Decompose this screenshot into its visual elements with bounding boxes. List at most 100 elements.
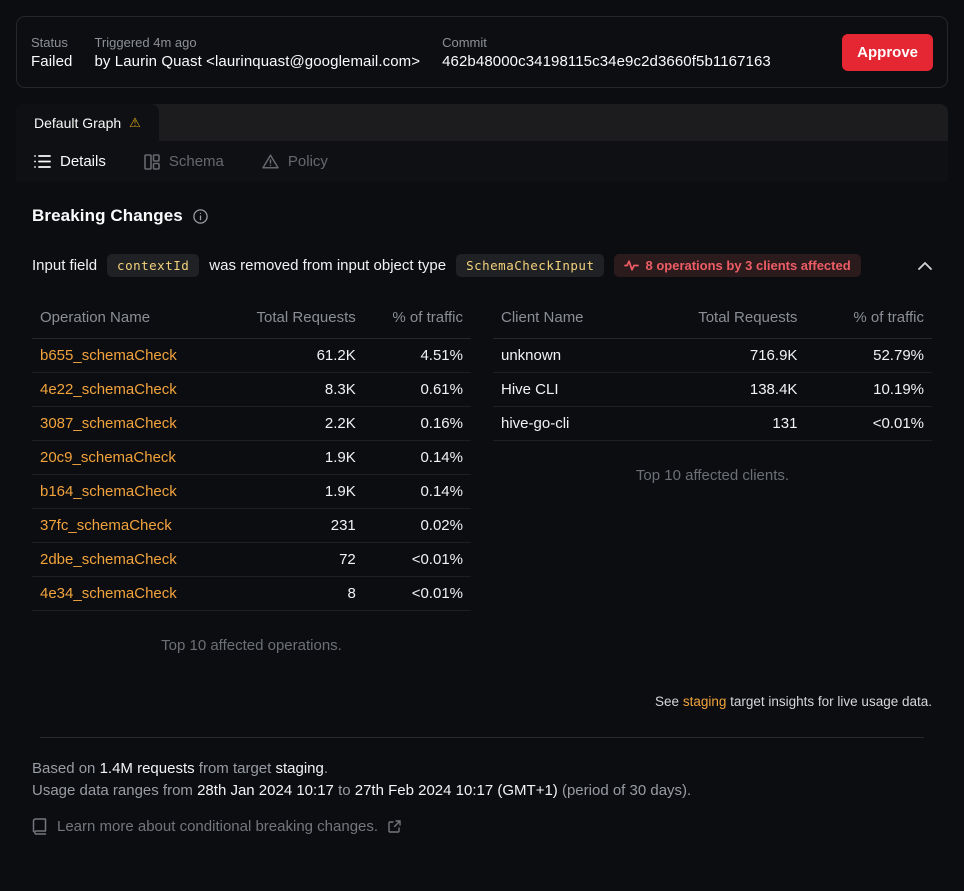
list-icon xyxy=(34,155,51,168)
tab-schema[interactable]: Schema xyxy=(144,153,224,170)
breaking-change-row[interactable]: Input field contextId was removed from i… xyxy=(32,254,932,277)
tab-policy[interactable]: Policy xyxy=(262,153,328,170)
cell-traffic: 0.61% xyxy=(363,372,471,407)
cell-client-name: unknown xyxy=(493,338,637,373)
external-link-icon xyxy=(388,819,401,833)
table-row: 4e22_schemaCheck 8.3K 0.61% xyxy=(32,372,471,407)
breaking-changes-title: Breaking Changes xyxy=(32,206,183,225)
col-operation-name: Operation Name xyxy=(32,299,222,339)
graph-tab-default[interactable]: Default Graph ⚠ xyxy=(16,104,159,141)
affected-tables: Operation Name Total Requests % of traff… xyxy=(32,299,932,654)
change-middle: was removed from input object type xyxy=(209,257,447,274)
commit-value: 462b48000c34198115c34e9c2d3660f5b1167163 xyxy=(442,52,771,70)
affected-badge-label: 8 operations by 3 clients affected xyxy=(645,258,851,273)
table-row: hive-go-cli 131 <0.01% xyxy=(493,406,932,441)
status-value: Failed xyxy=(31,52,73,70)
range-start: 28th Jan 2024 10:17 xyxy=(197,781,334,799)
table-row: 2dbe_schemaCheck 72 <0.01% xyxy=(32,542,471,577)
operations-panel: Operation Name Total Requests % of traff… xyxy=(32,299,471,654)
operation-link[interactable]: 37fc_schemaCheck xyxy=(40,517,172,534)
learn-more-label: Learn more about conditional breaking ch… xyxy=(57,817,379,835)
chevron-up-icon xyxy=(918,261,932,270)
operation-link[interactable]: 2dbe_schemaCheck xyxy=(40,551,177,568)
cell-requests: 131 xyxy=(637,406,806,441)
info-icon[interactable] xyxy=(193,208,208,224)
triggered-block: Triggered 4m ago by Laurin Quast <laurin… xyxy=(94,35,420,70)
table-row: 37fc_schemaCheck 231 0.02% xyxy=(32,508,471,543)
book-icon xyxy=(32,817,47,835)
col-total-requests: Total Requests xyxy=(637,299,806,339)
footer-divider xyxy=(40,737,924,738)
cell-traffic: 0.16% xyxy=(363,406,471,441)
collapse-toggle[interactable] xyxy=(918,261,932,270)
cell-requests: 8 xyxy=(221,576,364,611)
table-row: 3087_schemaCheck 2.2K 0.16% xyxy=(32,406,471,441)
based-prefix: Based on xyxy=(32,760,96,777)
insights-suffix: target insights for live usage data. xyxy=(730,694,932,709)
operations-table: Operation Name Total Requests % of traff… xyxy=(32,299,471,611)
cell-requests: 1.9K xyxy=(221,474,364,509)
field-code-chip[interactable]: contextId xyxy=(107,254,200,277)
cell-requests: 231 xyxy=(221,508,364,543)
graph-tabstrip: Default Graph ⚠ xyxy=(16,104,948,141)
triggered-value: by Laurin Quast <laurinquast@googlemail.… xyxy=(94,52,421,70)
clients-panel: Client Name Total Requests % of traffic … xyxy=(493,299,932,484)
tab-details[interactable]: Details xyxy=(34,153,106,170)
check-header-card: Status Failed Triggered 4m ago by Laurin… xyxy=(16,16,948,88)
change-prefix: Input field xyxy=(32,257,98,274)
operation-link[interactable]: 4e34_schemaCheck xyxy=(40,585,177,602)
cell-traffic: <0.01% xyxy=(805,406,932,441)
tab-details-label: Details xyxy=(60,153,106,170)
insights-note: See staging target insights for live usa… xyxy=(32,694,932,709)
operation-link[interactable]: b655_schemaCheck xyxy=(40,347,177,364)
operation-link[interactable]: 3087_schemaCheck xyxy=(40,415,177,432)
clients-table: Client Name Total Requests % of traffic … xyxy=(493,299,932,441)
operation-link[interactable]: b164_schemaCheck xyxy=(40,483,177,500)
cell-client-name: hive-go-cli xyxy=(493,406,637,441)
cell-traffic: 0.14% xyxy=(363,474,471,509)
cell-requests: 2.2K xyxy=(221,406,364,441)
cell-requests: 1.9K xyxy=(221,440,364,475)
cell-traffic: 0.14% xyxy=(363,440,471,475)
graph-tab-label: Default Graph xyxy=(34,114,122,131)
usage-footer: Based on 1.4M requests from target stagi… xyxy=(32,758,932,802)
cell-requests: 8.3K xyxy=(221,372,364,407)
col-total-requests: Total Requests xyxy=(221,299,364,339)
cell-client-name: Hive CLI xyxy=(493,372,637,407)
tab-policy-label: Policy xyxy=(287,153,328,170)
clients-header-row: Client Name Total Requests % of traffic xyxy=(493,299,932,339)
cell-requests: 716.9K xyxy=(637,338,806,373)
tab-schema-label: Schema xyxy=(168,153,224,170)
policy-warning-icon xyxy=(262,154,279,169)
based-suffix: . xyxy=(323,760,329,777)
cell-traffic: 4.51% xyxy=(363,338,471,373)
check-subtabs: Details Schema Policy xyxy=(16,141,948,182)
status-label: Status xyxy=(31,34,68,50)
triggered-label: Triggered 4m ago xyxy=(94,34,197,50)
table-row: 20c9_schemaCheck 1.9K 0.14% xyxy=(32,440,471,475)
col-traffic: % of traffic xyxy=(363,299,471,339)
range-to: to xyxy=(338,781,351,799)
usage-summary-line: Based on 1.4M requests from target stagi… xyxy=(32,758,932,780)
cell-traffic: <0.01% xyxy=(363,542,471,577)
cell-requests: 72 xyxy=(221,542,364,577)
learn-more-link[interactable]: Learn more about conditional breaking ch… xyxy=(32,818,401,835)
table-row: 4e34_schemaCheck 8 <0.01% xyxy=(32,576,471,611)
affected-operations-badge[interactable]: 8 operations by 3 clients affected xyxy=(614,254,861,277)
type-code-chip[interactable]: SchemaCheckInput xyxy=(456,254,605,277)
insights-prefix: See xyxy=(655,694,680,709)
cell-traffic: 0.02% xyxy=(363,508,471,543)
range-prefix: Usage data ranges from xyxy=(32,781,193,799)
operations-header-row: Operation Name Total Requests % of traff… xyxy=(32,299,471,339)
pulse-icon xyxy=(624,260,640,271)
col-client-name: Client Name xyxy=(493,299,637,339)
staging-link[interactable]: staging xyxy=(682,694,727,709)
target-name: staging xyxy=(275,760,324,777)
breaking-changes-heading: Breaking Changes xyxy=(32,206,932,226)
schema-icon xyxy=(144,153,160,170)
operation-link[interactable]: 4e22_schemaCheck xyxy=(40,381,177,398)
approve-button[interactable]: Approve xyxy=(842,33,933,71)
based-middle: from target xyxy=(198,760,272,777)
range-suffix: (period of 30 days). xyxy=(561,781,692,799)
operation-link[interactable]: 20c9_schemaCheck xyxy=(40,449,176,466)
